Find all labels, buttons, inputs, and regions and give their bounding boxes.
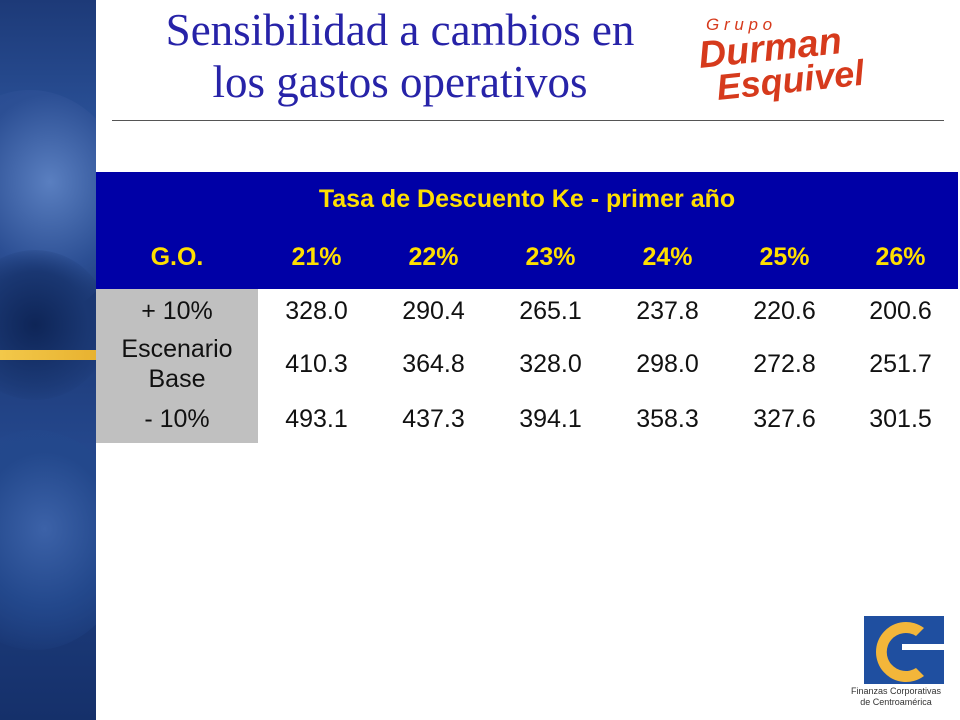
- table-cell: 265.1: [519, 296, 582, 325]
- table-cell: 410.3: [285, 349, 348, 378]
- side-band-swirl: [0, 430, 96, 650]
- table-cell: 437.3: [402, 404, 465, 433]
- table-cell: 301.5: [869, 404, 932, 433]
- slide-title: Sensibilidad a cambios en los gastos ope…: [100, 4, 700, 108]
- table-header-row: G.O. 21% 22% 23% 24% 25% 26%: [96, 226, 959, 289]
- sensitivity-table: Tasa de Descuento Ke - primer año G.O. 2…: [96, 172, 959, 443]
- decorative-side-band: [0, 0, 96, 720]
- side-band-swirl: [0, 250, 96, 400]
- table-cell: 327.6: [753, 404, 816, 433]
- table-cell: 328.0: [519, 349, 582, 378]
- table-row: Escenario Base 410.3 364.8 328.0 298.0 2…: [96, 333, 958, 395]
- fcc-text-line-2: de Centroamérica: [860, 697, 932, 707]
- finanzas-corporativas-logo-mark: [864, 616, 944, 684]
- column-header: 22%: [375, 226, 492, 289]
- table-cell: 493.1: [285, 404, 348, 433]
- column-header: 21%: [258, 226, 375, 289]
- row-label-line-2: Base: [148, 365, 206, 393]
- table-caption: Tasa de Descuento Ke - primer año: [96, 172, 959, 226]
- column-header: 23%: [492, 226, 609, 289]
- table-row: + 10% 328.0 290.4 265.1 237.8 220.6 200.…: [96, 289, 958, 333]
- row-label: - 10%: [96, 395, 258, 443]
- table-cell: 328.0: [285, 296, 348, 325]
- column-header: 25%: [726, 226, 843, 289]
- table-caption-row: Tasa de Descuento Ke - primer año: [96, 172, 959, 226]
- table-cell: 272.8: [753, 349, 816, 378]
- table-row: - 10% 493.1 437.3 394.1 358.3 327.6 301.…: [96, 395, 958, 443]
- table-cell: 298.0: [636, 349, 699, 378]
- column-header: 24%: [609, 226, 726, 289]
- table-cell: 237.8: [636, 296, 699, 325]
- table-cell: 220.6: [753, 296, 816, 325]
- logo-grupo-text: G r u p o: [706, 15, 772, 34]
- row-header-label: G.O.: [96, 226, 258, 289]
- fcc-text-line-1: Finanzas Corporativas: [850, 686, 942, 696]
- slide-title-line-2: los gastos operativos: [212, 57, 588, 107]
- table-cell: 358.3: [636, 404, 699, 433]
- table-cell: 251.7: [869, 349, 932, 378]
- row-label: Escenario Base: [96, 333, 258, 395]
- column-header: 26%: [843, 226, 959, 289]
- table-cell: 364.8: [402, 349, 465, 378]
- slide-title-line-1: Sensibilidad a cambios en: [165, 5, 635, 55]
- title-underline: [112, 120, 944, 121]
- finanzas-corporativas-logo-text: Finanzas Corporativas de Centroamérica: [834, 686, 958, 708]
- row-label-line-1: Escenario: [121, 335, 233, 363]
- table-cell: 290.4: [402, 296, 465, 325]
- durman-esquivel-logo: G r u p o Durman Esquivel: [697, 15, 868, 106]
- side-band-gold-strip: [0, 350, 96, 360]
- table-cell: 394.1: [519, 404, 582, 433]
- row-label: + 10%: [96, 289, 258, 333]
- table-cell: 200.6: [869, 296, 932, 325]
